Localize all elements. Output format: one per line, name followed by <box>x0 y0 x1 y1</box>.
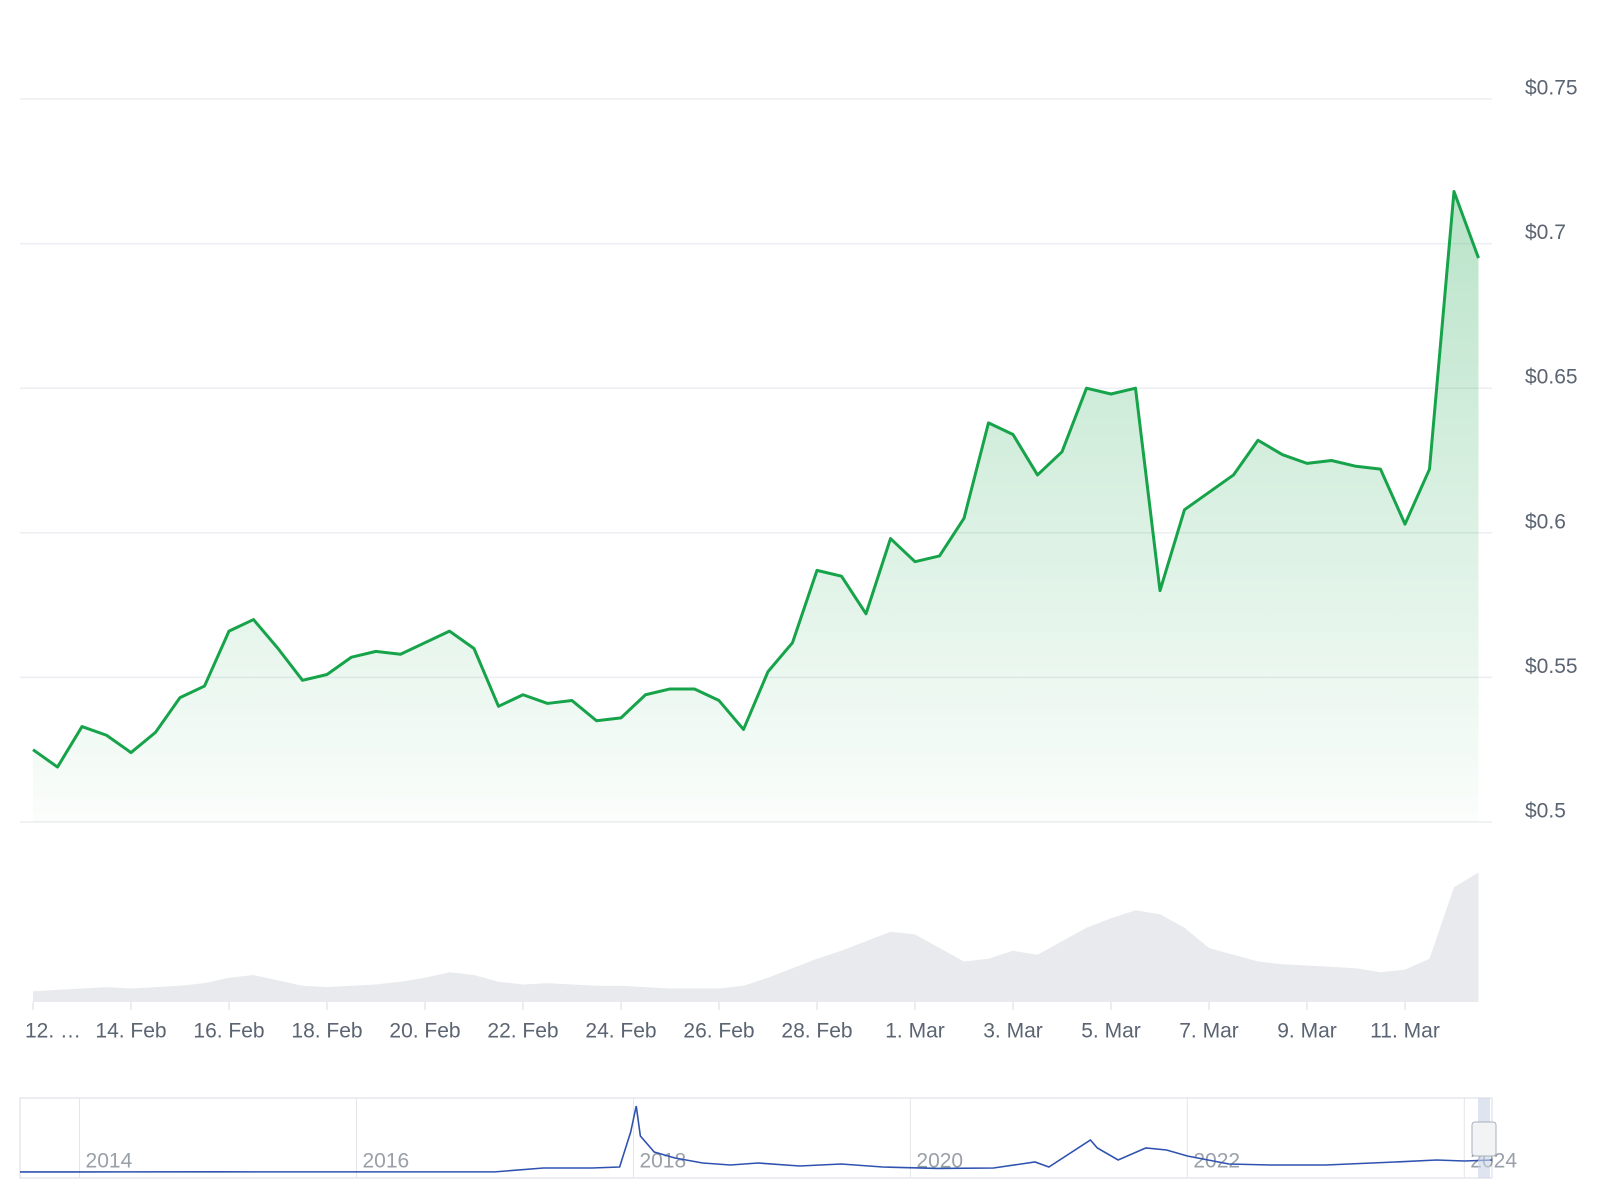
nav-year-label: 2020 <box>916 1150 963 1173</box>
x-tick-label: 1. Mar <box>885 1020 945 1043</box>
y-tick-label: $0.55 <box>1525 655 1578 678</box>
x-tick-label: 9. Mar <box>1277 1020 1337 1043</box>
nav-year-label: 2016 <box>362 1150 409 1173</box>
x-tick-label: 26. Feb <box>683 1020 754 1043</box>
navigator-frame <box>19 1097 1493 1179</box>
x-tick-label: 5. Mar <box>1081 1020 1141 1043</box>
x-tick-label: 18. Feb <box>291 1020 362 1043</box>
nav-year-label: 2018 <box>639 1150 686 1173</box>
price-line <box>32 190 1480 769</box>
y-tick-label: $0.75 <box>1525 77 1578 100</box>
x-tick-label: 22. Feb <box>487 1020 558 1043</box>
nav-year-label: 2014 <box>86 1150 133 1173</box>
y-tick-label: $0.6 <box>1525 510 1566 533</box>
x-tick-label: 11. Mar <box>1370 1020 1440 1043</box>
x-tick-label: 7. Mar <box>1179 1020 1239 1043</box>
range-handle[interactable] <box>1471 1121 1497 1157</box>
x-tick-label: 3. Mar <box>983 1020 1043 1043</box>
y-tick-label: $0.5 <box>1525 800 1566 823</box>
x-tick-label: 14. Feb <box>95 1020 166 1043</box>
x-tick-label: 20. Feb <box>389 1020 460 1043</box>
x-tick-label: 24. Feb <box>585 1020 656 1043</box>
x-tick-label: 28. Feb <box>781 1020 852 1043</box>
volume-area <box>33 872 1479 1002</box>
y-tick-label: $0.7 <box>1525 221 1566 244</box>
area-fill <box>33 191 1479 822</box>
navigator-line <box>20 1105 1493 1173</box>
x-tick-label: 16. Feb <box>193 1020 264 1043</box>
x-tick-label: 12. … <box>25 1020 81 1043</box>
y-tick-label: $0.65 <box>1525 366 1578 389</box>
